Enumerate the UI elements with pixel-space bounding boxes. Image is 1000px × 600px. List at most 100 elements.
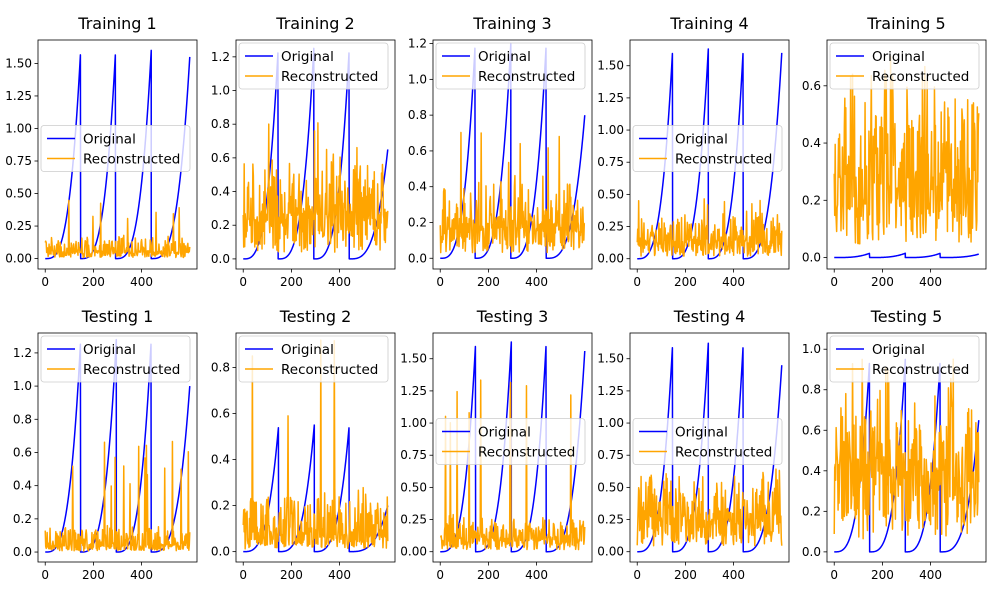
legend-label-reconstructed: Reconstructed: [872, 362, 969, 378]
y-tick-label: 1.2: [13, 346, 32, 360]
legend: Original Reconstructed: [435, 418, 586, 465]
x-tick-label: 0: [830, 275, 838, 289]
y-tick-label: 0.25: [5, 219, 32, 233]
subplot-title: Training 2: [275, 14, 354, 33]
x-tick-label: 200: [871, 275, 894, 289]
legend-box: [40, 335, 191, 383]
series-line-original: [636, 342, 783, 553]
x-tick-label: 0: [41, 275, 49, 289]
legend-label-original: Original: [83, 132, 136, 148]
series-line-reconstructed: [44, 199, 191, 259]
legend: Original Reconstructed: [632, 418, 783, 465]
legend-label-reconstructed: Reconstructed: [872, 69, 969, 85]
y-tick-label: 0.2: [408, 215, 427, 229]
y-tick-label: 0.00: [597, 252, 624, 266]
x-tick-label: 0: [239, 275, 247, 289]
y-tick-label: 0.0: [13, 545, 32, 559]
legend-box: [829, 335, 980, 383]
x-tick-label: 400: [722, 275, 745, 289]
subplot-title: Testing 2: [279, 307, 352, 326]
y-tick-label: 1.25: [5, 89, 32, 103]
subplot-4: Training 4 0 200 400 0.00 0.25 0.50 0.75 1.00 1.2…: [597, 14, 790, 289]
series-line-reconstructed: [242, 339, 389, 550]
y-tick-label: 0.2: [13, 512, 32, 526]
legend-box: [632, 418, 783, 465]
axes-frame: [629, 332, 790, 563]
y-tick-label: 1.00: [597, 123, 624, 137]
legend-label-reconstructed: Reconstructed: [675, 152, 772, 168]
y-tick-label: 0.25: [597, 513, 624, 527]
x-tick-label: 0: [633, 568, 641, 582]
y-tick-label: 1.25: [597, 384, 624, 398]
x-tick-label: 200: [280, 275, 303, 289]
y-tick-label: 0.4: [211, 453, 230, 467]
y-tick-label: 0.00: [5, 252, 32, 266]
axes-frame: [629, 39, 790, 270]
y-tick-label: 1.00: [400, 416, 427, 430]
legend-label-original: Original: [675, 425, 728, 441]
series-line-reconstructed: [636, 468, 783, 547]
legend-label-original: Original: [281, 49, 334, 65]
series-line-original: [833, 252, 980, 259]
series-line-reconstructed: [636, 198, 783, 257]
subplot-8: Testing 3 0 200 400 0.00 0.25 0.50 0.75 1.00 1.25…: [400, 307, 593, 582]
subplot-3: Training 3 0 200 400 0.0 0.2 0.4 0.6 0.8 1.0 1.2 Or…: [408, 14, 593, 289]
y-tick-label: 0.0: [211, 252, 230, 266]
x-tick-label: 200: [280, 568, 303, 582]
subplot-title: Testing 3: [476, 307, 549, 326]
x-tick-label: 200: [477, 275, 500, 289]
y-tick-label: 1.50: [400, 352, 427, 366]
y-tick-label: 0.0: [211, 545, 230, 559]
y-tick-label: 0.2: [211, 218, 230, 232]
legend: Original Reconstructed: [40, 125, 191, 172]
axes-frame: [826, 332, 987, 563]
subplot-9: Testing 4 0 200 400 0.00 0.25 0.50 0.75 1.00 1.25…: [597, 307, 790, 582]
legend-label-reconstructed: Reconstructed: [83, 152, 180, 168]
legend: Original Reconstructed: [40, 335, 191, 383]
x-tick-label: 200: [674, 275, 697, 289]
legend-box: [435, 42, 586, 90]
y-tick-label: 0.50: [597, 480, 624, 494]
x-tick-label: 400: [328, 568, 351, 582]
y-tick-label: 0.8: [211, 361, 230, 375]
y-tick-label: 0.25: [400, 513, 427, 527]
axes-frame: [235, 39, 396, 270]
y-tick-label: 0.75: [400, 448, 427, 462]
subplot-1: Training 1 0 200 400 0.00 0.25 0.50 0.75 1.00 1.2…: [5, 14, 198, 289]
y-tick-label: 0.6: [211, 151, 230, 165]
y-tick-label: 0.0: [408, 251, 427, 265]
y-tick-label: 1.25: [400, 384, 427, 398]
x-tick-label: 0: [239, 568, 247, 582]
legend-box: [238, 42, 389, 90]
legend: Original Reconstructed: [435, 42, 586, 90]
y-tick-label: 1.00: [5, 121, 32, 135]
legend-label-reconstructed: Reconstructed: [478, 445, 575, 461]
x-tick-label: 400: [130, 568, 153, 582]
legend-label-original: Original: [872, 342, 925, 358]
series-line-reconstructed: [242, 122, 389, 253]
y-tick-label: 0.4: [13, 479, 32, 493]
y-tick-label: 0.2: [802, 504, 821, 518]
x-tick-label: 400: [130, 275, 153, 289]
x-tick-label: 200: [82, 275, 105, 289]
x-tick-label: 0: [830, 568, 838, 582]
x-tick-label: 200: [82, 568, 105, 582]
y-tick-label: 0.00: [400, 545, 427, 559]
y-tick-label: 1.0: [13, 379, 32, 393]
axes-frame: [37, 332, 198, 563]
y-tick-label: 0.8: [13, 412, 32, 426]
y-tick-label: 0.4: [802, 464, 821, 478]
subplot-title: Testing 5: [870, 307, 943, 326]
x-tick-label: 200: [477, 568, 500, 582]
y-tick-label: 0.6: [802, 79, 821, 93]
subplot-title: Training 4: [669, 14, 748, 33]
subplot-10: Testing 5 0 200 400 0.0 0.2 0.4 0.6 0.8 1.0 Origin…: [802, 307, 987, 582]
x-tick-label: 0: [436, 275, 444, 289]
y-tick-label: 0.00: [597, 545, 624, 559]
y-tick-label: 1.0: [211, 84, 230, 98]
legend-label-reconstructed: Reconstructed: [281, 362, 378, 378]
series-line-reconstructed: [439, 131, 586, 254]
x-tick-label: 400: [919, 568, 942, 582]
y-tick-label: 0.25: [597, 220, 624, 234]
y-tick-label: 0.4: [802, 136, 821, 150]
